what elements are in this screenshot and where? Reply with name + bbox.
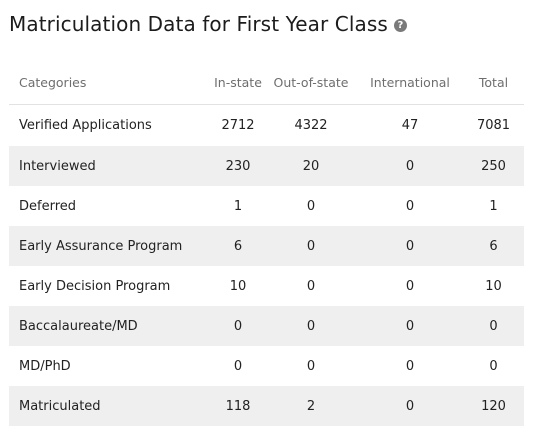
table-row: Baccalaureate/MD 0 0 0 0 [9, 306, 524, 346]
row-total: 0 [489, 358, 498, 374]
row-out-of-state: 0 [265, 306, 357, 346]
row-international: 0 [405, 358, 415, 374]
row-category: Baccalaureate/MD [9, 306, 211, 346]
table-header: Categories In-state Out-of-state Interna… [9, 61, 524, 105]
row-in-state: 2712 [221, 118, 255, 133]
matriculation-table: Categories In-state Out-of-state Interna… [9, 61, 524, 426]
row-out-of-state: 0 [306, 198, 316, 214]
table-row: Early Assurance Program 6 0 0 6 [9, 226, 524, 266]
table-body: Verified Applications 2712 4322 47 7081 … [9, 105, 524, 426]
row-total: 10 [485, 278, 502, 294]
row-category: Interviewed [9, 146, 211, 186]
column-header-out-of-state: Out-of-state [265, 61, 357, 105]
row-out-of-state: 20 [265, 146, 357, 186]
row-international: 0 [405, 198, 415, 214]
column-header-categories: Categories [9, 61, 211, 105]
help-icon[interactable]: ? [393, 18, 407, 32]
row-total: 1 [489, 198, 498, 214]
row-total: 120 [463, 386, 524, 426]
row-out-of-state: 2 [265, 386, 357, 426]
table-row: MD/PhD 0 0 0 0 [9, 346, 524, 386]
row-category: Verified Applications [19, 118, 152, 133]
table-row: Matriculated 118 2 0 120 [9, 386, 524, 426]
row-in-state: 118 [211, 386, 265, 426]
row-total: 7081 [476, 118, 511, 133]
column-header-total: Total [463, 61, 524, 105]
row-international: 0 [357, 306, 463, 346]
row-category: MD/PhD [19, 358, 71, 374]
row-in-state: 0 [211, 306, 265, 346]
row-in-state: 1 [233, 198, 243, 214]
row-category: Matriculated [9, 386, 211, 426]
row-in-state: 230 [211, 146, 265, 186]
row-category: Deferred [19, 198, 77, 214]
row-out-of-state: 0 [306, 358, 316, 374]
row-category: Early Assurance Program [9, 226, 211, 266]
row-total: 250 [463, 146, 524, 186]
row-out-of-state: 0 [306, 278, 316, 294]
row-in-state: 0 [233, 358, 243, 374]
table-row: Interviewed 230 20 0 250 [9, 146, 524, 186]
table-row: Deferred 1 0 0 1 [9, 186, 524, 226]
column-header-international: International [357, 61, 463, 105]
row-international: 0 [405, 278, 415, 294]
page-title: Matriculation Data for First Year Class [9, 12, 388, 36]
row-category: Early Decision Program [19, 278, 171, 294]
row-international: 47 [401, 118, 419, 133]
row-international: 0 [357, 226, 463, 266]
row-in-state: 10 [229, 278, 247, 294]
row-out-of-state: 4322 [294, 118, 328, 133]
row-total: 0 [463, 306, 524, 346]
row-international: 0 [357, 146, 463, 186]
row-international: 0 [357, 386, 463, 426]
row-total: 6 [463, 226, 524, 266]
row-in-state: 6 [211, 226, 265, 266]
row-out-of-state: 0 [265, 226, 357, 266]
table-row: Verified Applications 2712 4322 47 7081 [9, 105, 524, 147]
column-header-in-state: In-state [211, 61, 265, 105]
page-header: Matriculation Data for First Year Class … [9, 9, 407, 39]
table-row: Early Decision Program 10 0 0 10 [9, 266, 524, 306]
header-row: Categories In-state Out-of-state Interna… [9, 61, 524, 105]
